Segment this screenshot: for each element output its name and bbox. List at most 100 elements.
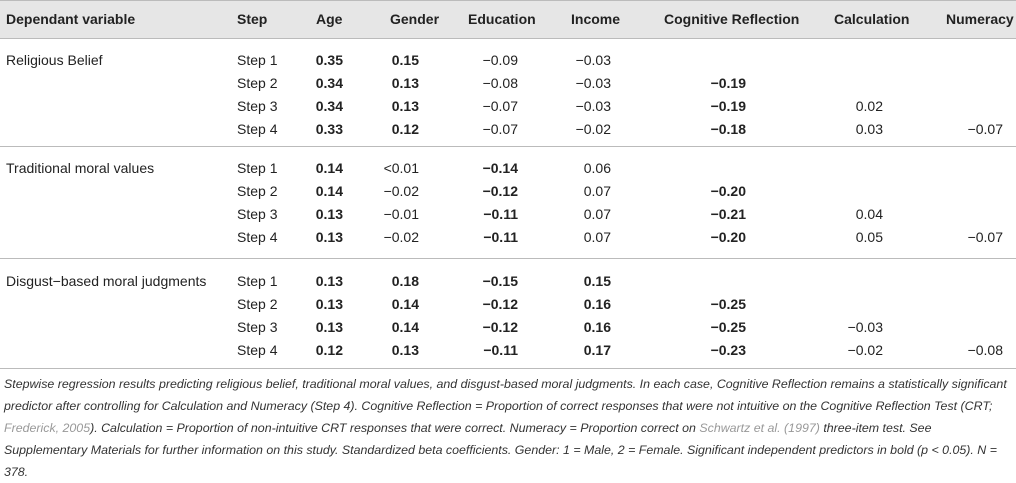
column-header: Education	[468, 11, 536, 27]
cell: −0.07	[482, 98, 518, 114]
cell: −0.11	[483, 342, 518, 358]
cell: −0.21	[710, 206, 746, 222]
cell: 0.16	[583, 319, 611, 335]
cell: −0.02	[383, 229, 419, 245]
cell: 0.35	[315, 52, 343, 68]
cell: −0.03	[575, 52, 611, 68]
cell: 0.33	[315, 121, 343, 137]
rule	[0, 368, 1016, 369]
cell: −0.12	[482, 296, 518, 312]
cell: 0.13	[315, 319, 343, 335]
column-header: Numeracy	[946, 11, 1014, 27]
cell: −0.11	[483, 229, 518, 245]
cell: −0.25	[710, 296, 746, 312]
step-label: Step 2	[237, 183, 278, 199]
step-label: Step 3	[237, 206, 278, 222]
cell: 0.13	[315, 273, 343, 289]
cell: 0.13	[315, 229, 343, 245]
cell: −0.03	[847, 319, 883, 335]
cell: 0.05	[855, 229, 883, 245]
step-label: Step 4	[237, 121, 278, 137]
cell: 0.16	[583, 296, 611, 312]
group-label: Traditional moral values	[6, 160, 155, 176]
cell: 0.14	[391, 319, 419, 335]
step-label: Step 4	[237, 229, 278, 245]
cell: −0.20	[710, 183, 746, 199]
cell: 0.03	[855, 121, 883, 137]
rule	[0, 38, 1016, 39]
cell: 0.13	[391, 98, 419, 114]
rule	[0, 0, 1016, 1]
cell: <0.01	[383, 160, 419, 176]
cell: 0.04	[855, 206, 883, 222]
cell: −0.19	[710, 98, 746, 114]
cell: −0.12	[482, 319, 518, 335]
cell: −0.08	[482, 75, 518, 91]
cell: −0.25	[710, 319, 746, 335]
cell: −0.03	[575, 98, 611, 114]
column-header: Age	[316, 11, 343, 27]
cell: −0.18	[710, 121, 746, 137]
group-label: Religious Belief	[6, 52, 103, 68]
cell: 0.07	[583, 206, 611, 222]
cell: 0.12	[391, 121, 419, 137]
column-header: Calculation	[834, 11, 910, 27]
step-label: Step 1	[237, 160, 278, 176]
step-label: Step 2	[237, 296, 278, 312]
cell: −0.19	[710, 75, 746, 91]
cell: 0.13	[391, 75, 419, 91]
step-label: Step 2	[237, 75, 278, 91]
cell: 0.13	[315, 206, 343, 222]
header-band	[0, 0, 1016, 38]
cell: −0.20	[710, 229, 746, 245]
cell: −0.02	[847, 342, 883, 358]
cell: 0.07	[583, 183, 611, 199]
column-header: Cognitive Reflection	[664, 11, 800, 27]
cell: −0.03	[575, 75, 611, 91]
step-label: Step 1	[237, 52, 278, 68]
step-label: Step 3	[237, 319, 278, 335]
cell: 0.02	[855, 98, 883, 114]
cell: −0.23	[710, 342, 746, 358]
cell: 0.14	[391, 296, 419, 312]
cell: −0.09	[482, 52, 518, 68]
cell: −0.08	[967, 342, 1003, 358]
cell: 0.14	[315, 160, 343, 176]
column-header: Gender	[390, 11, 440, 27]
cell: 0.15	[391, 52, 419, 68]
step-label: Step 1	[237, 273, 278, 289]
citation-link[interactable]: Schwartz et al. (1997)	[699, 421, 820, 435]
step-label: Step 3	[237, 98, 278, 114]
cell: −0.02	[575, 121, 611, 137]
citation-link[interactable]: Frederick, 2005	[4, 421, 91, 435]
cell: −0.01	[383, 206, 419, 222]
cell: 0.18	[391, 273, 419, 289]
cell: 0.13	[315, 296, 343, 312]
footnote-text: Stepwise regression results predicting r…	[4, 377, 1007, 413]
cell: 0.13	[391, 342, 419, 358]
cell: 0.07	[583, 229, 611, 245]
cell: 0.14	[315, 183, 343, 199]
cell: −0.02	[383, 183, 419, 199]
cell: 0.06	[583, 160, 611, 176]
cell: −0.15	[482, 273, 518, 289]
cell: −0.07	[967, 229, 1003, 245]
cell: −0.12	[482, 183, 518, 199]
cell: 0.12	[315, 342, 343, 358]
column-header: Income	[571, 11, 621, 27]
column-header: Dependant variable	[6, 11, 136, 27]
group-label: Disgust−based moral judgments	[6, 273, 207, 289]
column-header: Step	[237, 11, 268, 27]
step-label: Step 4	[237, 342, 278, 358]
footnote-text: ). Calculation = Proportion of non-intui…	[90, 421, 700, 435]
footnote: Stepwise regression results predicting r…	[4, 373, 1012, 483]
cell: −0.07	[967, 121, 1003, 137]
cell: −0.14	[482, 160, 518, 176]
cell: 0.17	[583, 342, 611, 358]
cell: 0.34	[315, 98, 343, 114]
rule	[0, 146, 1016, 147]
cell: 0.15	[583, 273, 611, 289]
rule	[0, 258, 1016, 259]
cell: −0.11	[483, 206, 518, 222]
